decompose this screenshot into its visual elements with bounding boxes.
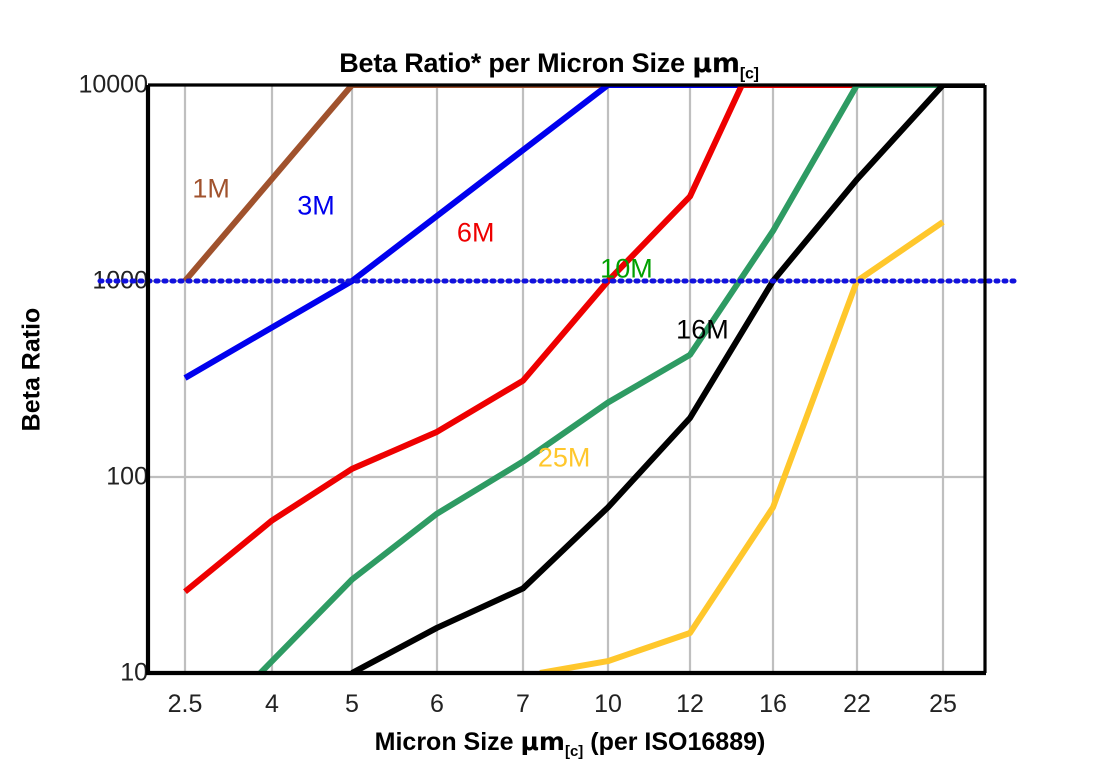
series-line-6M — [183, 84, 985, 594]
plot-background — [148, 85, 985, 673]
series-label-25M: 25M — [537, 442, 591, 473]
series-label-10M: 10M — [600, 253, 653, 284]
x-axis-tick-2-5: 2.5 — [167, 690, 203, 718]
chart-title-main: Beta Ratio* per Micron Size — [339, 48, 693, 78]
y-axis-tick-labels: 10 100 1000 10000 — [0, 0, 148, 780]
x-axis-tick-16: 16 — [759, 690, 787, 718]
x-axis-tick-22: 22 — [843, 690, 871, 718]
series-line-16M — [350, 84, 985, 674]
x-axis-title-mu: μm — [520, 727, 565, 756]
x-axis-tick-25: 25 — [929, 690, 957, 718]
series-label-1M: 1M — [192, 173, 230, 204]
series-group — [182, 84, 985, 674]
x-axis-tick-4: 4 — [265, 690, 279, 718]
y-axis-tick-100: 100 — [106, 462, 148, 491]
x-axis-tick-7: 7 — [516, 690, 530, 718]
series-label-3M: 3M — [297, 190, 335, 221]
x-axis-title: Micron Size μm[c] (per ISO16889) — [150, 727, 990, 760]
series-label-16M: 16M — [676, 314, 729, 345]
x-axis-tick-5: 5 — [345, 690, 359, 718]
x-axis-title-post: (per ISO16889) — [583, 728, 766, 756]
series-label-6M: 6M — [456, 217, 495, 248]
series-line-10M — [258, 84, 985, 674]
x-axis-tick-10: 10 — [594, 690, 622, 718]
y-axis-tick-10000: 10000 — [78, 70, 148, 99]
series-line-25M — [539, 219, 945, 674]
chart-title-subscript: [c] — [739, 65, 759, 83]
x-axis-title-subscript: [c] — [564, 743, 584, 760]
y-axis-tick-10: 10 — [120, 658, 148, 687]
x-axis-tick-12: 12 — [676, 690, 704, 718]
page-title: Beta Ratio* per Micron Size μm[c] — [0, 48, 1098, 83]
x-axis-tick-6: 6 — [430, 690, 444, 718]
x-axis-title-pre: Micron Size — [374, 728, 521, 756]
chart-title-mu: μm — [692, 48, 740, 79]
